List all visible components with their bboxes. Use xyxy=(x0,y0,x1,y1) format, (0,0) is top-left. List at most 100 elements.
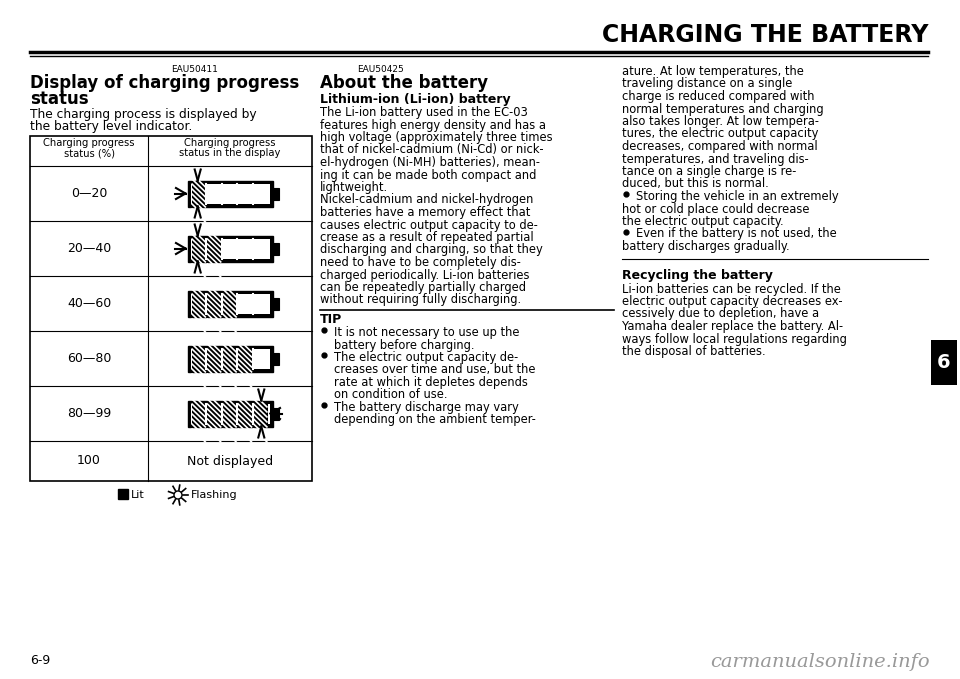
Text: It is not necessary to use up the: It is not necessary to use up the xyxy=(334,326,519,339)
Text: status in the display: status in the display xyxy=(180,148,280,158)
Bar xyxy=(238,238,252,259)
Bar xyxy=(187,236,273,261)
Bar xyxy=(273,297,278,310)
Text: Charging progress: Charging progress xyxy=(43,138,134,148)
Text: 60—80: 60—80 xyxy=(67,352,111,365)
Circle shape xyxy=(174,491,182,499)
Bar xyxy=(190,403,270,424)
Text: ing it can be made both compact and: ing it can be made both compact and xyxy=(320,168,537,181)
Bar xyxy=(253,403,268,424)
Bar xyxy=(223,238,237,259)
Text: Display of charging progress: Display of charging progress xyxy=(30,74,300,92)
Bar xyxy=(273,187,278,200)
Text: 0—20: 0—20 xyxy=(71,187,108,200)
Bar xyxy=(207,238,222,259)
Text: 40—60: 40—60 xyxy=(67,297,111,310)
Bar xyxy=(253,293,268,314)
Bar xyxy=(223,293,237,314)
Bar xyxy=(238,183,252,204)
Text: Storing the vehicle in an extremely: Storing the vehicle in an extremely xyxy=(636,190,839,203)
Text: The electric output capacity de-: The electric output capacity de- xyxy=(334,351,518,364)
Text: The Li-ion battery used in the EC-03: The Li-ion battery used in the EC-03 xyxy=(320,106,528,119)
Text: 80—99: 80—99 xyxy=(67,407,111,420)
Text: Lithium-ion (Li-ion) battery: Lithium-ion (Li-ion) battery xyxy=(320,93,511,106)
Text: crease as a result of repeated partial: crease as a result of repeated partial xyxy=(320,231,534,244)
Bar xyxy=(118,489,128,499)
Text: discharging and charging, so that they: discharging and charging, so that they xyxy=(320,244,542,257)
Bar xyxy=(191,183,205,204)
Text: el-hydrogen (Ni-MH) batteries), mean-: el-hydrogen (Ni-MH) batteries), mean- xyxy=(320,156,540,169)
Text: Nickel-cadmium and nickel-hydrogen: Nickel-cadmium and nickel-hydrogen xyxy=(320,194,534,206)
Text: The charging process is displayed by: The charging process is displayed by xyxy=(30,108,256,121)
Text: Yamaha dealer replace the battery. Al-: Yamaha dealer replace the battery. Al- xyxy=(622,320,843,333)
Text: status: status xyxy=(30,90,88,108)
Text: 6: 6 xyxy=(937,353,950,372)
Bar xyxy=(238,293,252,314)
Text: battery discharges gradually.: battery discharges gradually. xyxy=(622,240,790,253)
Bar xyxy=(190,238,270,259)
Bar xyxy=(191,403,205,424)
Text: that of nickel-cadmium (Ni-Cd) or nick-: that of nickel-cadmium (Ni-Cd) or nick- xyxy=(320,143,543,156)
Bar xyxy=(191,293,205,314)
Text: CHARGING THE BATTERY: CHARGING THE BATTERY xyxy=(602,23,928,47)
Bar xyxy=(187,346,273,371)
Text: EAU50411: EAU50411 xyxy=(172,65,219,74)
Text: the disposal of batteries.: the disposal of batteries. xyxy=(622,345,766,358)
Text: 100: 100 xyxy=(77,454,101,468)
Text: charged periodically. Li-ion batteries: charged periodically. Li-ion batteries xyxy=(320,268,530,282)
Text: The battery discharge may vary: The battery discharge may vary xyxy=(334,401,518,414)
Text: About the battery: About the battery xyxy=(320,74,488,92)
Bar xyxy=(207,183,222,204)
Text: need to have to be completely dis-: need to have to be completely dis- xyxy=(320,256,521,269)
Bar xyxy=(223,183,237,204)
Bar xyxy=(187,291,273,316)
Text: decreases, compared with normal: decreases, compared with normal xyxy=(622,140,818,153)
Bar xyxy=(190,183,270,204)
Text: Even if the battery is not used, the: Even if the battery is not used, the xyxy=(636,227,837,240)
Bar xyxy=(238,348,252,369)
Text: depending on the ambient temper-: depending on the ambient temper- xyxy=(334,414,536,426)
Text: Flashing: Flashing xyxy=(191,490,238,500)
Text: normal temperatures and charging: normal temperatures and charging xyxy=(622,103,824,115)
Text: battery before charging.: battery before charging. xyxy=(334,339,474,352)
Text: features high energy density and has a: features high energy density and has a xyxy=(320,119,546,132)
Text: cessively due to depletion, have a: cessively due to depletion, have a xyxy=(622,308,819,320)
Bar xyxy=(190,348,270,369)
Bar xyxy=(238,403,252,424)
Text: Not displayed: Not displayed xyxy=(187,454,273,468)
Bar xyxy=(30,136,312,481)
Bar xyxy=(273,352,278,365)
Text: Li-ion batteries can be recycled. If the: Li-ion batteries can be recycled. If the xyxy=(622,282,841,295)
Text: on condition of use.: on condition of use. xyxy=(334,388,447,401)
Bar xyxy=(253,238,268,259)
Text: rate at which it depletes depends: rate at which it depletes depends xyxy=(334,376,528,389)
Text: the electric output capacity.: the electric output capacity. xyxy=(622,215,783,228)
Bar xyxy=(191,348,205,369)
Text: ways follow local regulations regarding: ways follow local regulations regarding xyxy=(622,333,847,346)
Text: can be repeatedly partially charged: can be repeatedly partially charged xyxy=(320,281,526,294)
Text: carmanualsonline.info: carmanualsonline.info xyxy=(710,653,930,671)
Text: also takes longer. At low tempera-: also takes longer. At low tempera- xyxy=(622,115,819,128)
Text: duced, but this is normal.: duced, but this is normal. xyxy=(622,177,769,191)
Text: EAU50425: EAU50425 xyxy=(356,65,403,74)
Text: temperatures, and traveling dis-: temperatures, and traveling dis- xyxy=(622,153,808,166)
Text: charge is reduced compared with: charge is reduced compared with xyxy=(622,90,814,103)
Text: batteries have a memory effect that: batteries have a memory effect that xyxy=(320,206,530,219)
Text: Recycling the battery: Recycling the battery xyxy=(622,268,773,282)
Text: tance on a single charge is re-: tance on a single charge is re- xyxy=(622,165,797,178)
Bar xyxy=(187,181,273,206)
Text: without requiring fully discharging.: without requiring fully discharging. xyxy=(320,293,521,306)
Text: ature. At low temperatures, the: ature. At low temperatures, the xyxy=(622,65,804,78)
Text: the battery level indicator.: the battery level indicator. xyxy=(30,120,192,133)
Bar xyxy=(223,403,237,424)
Bar xyxy=(223,348,237,369)
Text: Lit: Lit xyxy=(131,490,145,500)
Bar xyxy=(191,238,205,259)
Text: traveling distance on a single: traveling distance on a single xyxy=(622,77,792,90)
Text: creases over time and use, but the: creases over time and use, but the xyxy=(334,363,536,376)
Text: high voltage (approximately three times: high voltage (approximately three times xyxy=(320,131,553,144)
Bar xyxy=(273,407,278,420)
Bar xyxy=(931,340,957,385)
Text: lightweight.: lightweight. xyxy=(320,181,388,194)
Bar xyxy=(207,293,222,314)
